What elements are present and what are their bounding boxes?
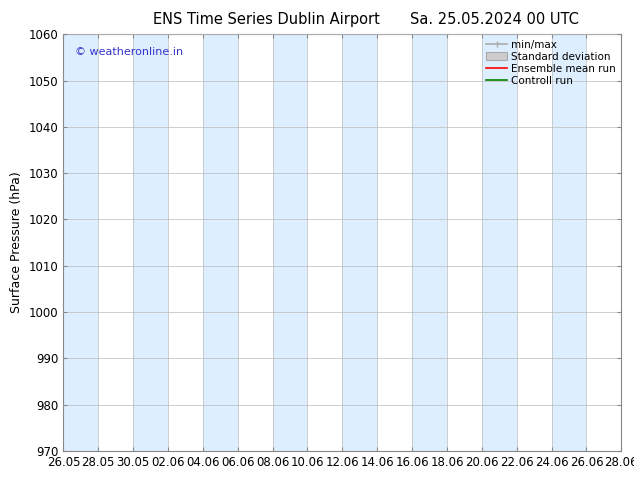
Bar: [412, 34, 447, 451]
Bar: [46, 34, 63, 451]
Bar: [482, 34, 517, 451]
Text: Sa. 25.05.2024 00 UTC: Sa. 25.05.2024 00 UTC: [410, 12, 579, 27]
Bar: [63, 34, 98, 451]
Legend: min/max, Standard deviation, Ensemble mean run, Controll run: min/max, Standard deviation, Ensemble me…: [484, 37, 618, 88]
Bar: [273, 34, 307, 451]
Bar: [552, 34, 586, 451]
Bar: [203, 34, 238, 451]
Text: © weatheronline.in: © weatheronline.in: [75, 47, 183, 57]
Bar: [133, 34, 168, 451]
Bar: [342, 34, 377, 451]
Text: ENS Time Series Dublin Airport: ENS Time Series Dublin Airport: [153, 12, 380, 27]
Y-axis label: Surface Pressure (hPa): Surface Pressure (hPa): [10, 172, 23, 314]
